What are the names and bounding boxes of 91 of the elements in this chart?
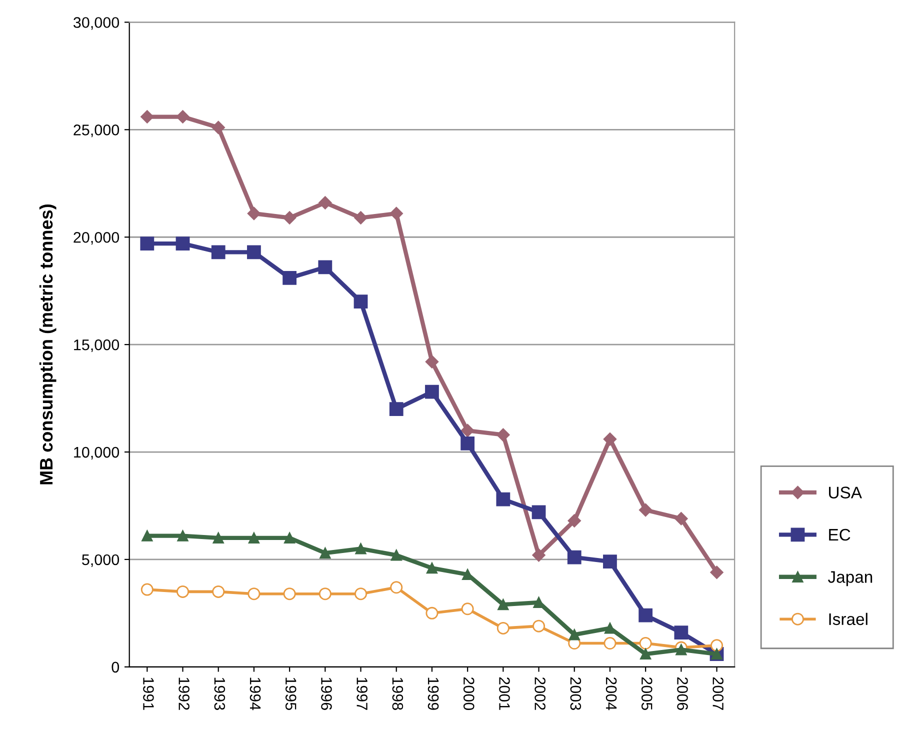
point [282,211,296,224]
x-tick-label: 2007 [712,677,724,710]
point [140,110,154,124]
x-tick-label: 1994 [250,678,261,710]
point [248,588,260,600]
point [638,608,653,622]
point [496,492,510,506]
x-tick-label: 1992 [178,678,190,710]
x-tick-label: 1995 [285,678,296,710]
point [390,550,402,561]
point [461,602,474,616]
point [247,245,261,260]
x-tick-label: 2005 [641,677,652,710]
y-tick-label: 0 [112,662,120,673]
x-tick-label: 1991 [143,678,154,710]
point [426,562,438,574]
point [674,626,688,640]
point [710,639,724,652]
point [140,583,154,596]
point [604,622,616,634]
point [568,514,581,528]
point [282,271,297,285]
legend-label: EC [829,528,850,541]
point [496,428,510,442]
point [284,532,296,544]
point [390,581,403,594]
y-tick-label: 25,000 [74,124,120,138]
point [318,260,332,274]
y-axis-title: MB consumption (metric tonnes) [39,204,56,484]
point [176,110,190,124]
x-tick-label: 2001 [499,677,510,710]
x-tick-label: 2004 [606,677,617,710]
y-tick-label: 15,000 [74,339,120,352]
x-tick-label: 2002 [534,677,546,710]
y-tick-label: 20,000 [74,232,120,245]
x-tick-label: 2006 [677,677,688,710]
point [460,436,475,450]
point [532,620,546,632]
point [318,588,332,600]
point [212,532,224,544]
point [640,648,652,660]
point [177,530,188,542]
point [248,532,260,544]
point [498,599,509,610]
point [710,566,724,579]
point [604,637,616,650]
legend-label: Israel [829,612,868,626]
point [425,384,439,399]
point [390,206,403,220]
point [567,550,582,564]
point [460,424,474,438]
legend-label: Japan [828,571,872,586]
x-tick-label: 1998 [392,678,404,710]
point [211,245,226,260]
point [354,588,368,600]
x-tick-label: 1996 [321,678,332,710]
point [140,236,154,251]
x-tick-label: 1993 [214,678,226,710]
point [676,644,687,656]
x-tick-label: 1997 [356,678,368,710]
point [568,629,580,640]
point [496,622,510,634]
y-tick-label: 5,000 [82,554,120,567]
x-tick-label: 2000 [463,677,474,710]
point [355,543,366,554]
point [638,503,652,517]
point [283,588,296,600]
point [425,355,439,368]
x-tick-label: 1999 [428,678,439,710]
x-tick-label: 2003 [570,677,582,710]
point [318,196,332,210]
point [603,432,617,446]
point [212,120,225,134]
point [320,547,331,559]
y-tick-label: 30,000 [73,17,120,30]
point [532,548,546,562]
point [354,294,368,309]
point [389,402,404,416]
point [142,530,153,542]
legend-label: USA [829,486,862,498]
point [176,236,190,251]
point [247,206,261,220]
point [674,512,688,526]
point [639,637,652,650]
point [532,505,546,520]
point [354,211,368,224]
point [176,585,190,598]
point [212,585,225,598]
y-tick-label: 10,000 [74,446,120,460]
point [426,606,438,620]
point [603,554,617,569]
